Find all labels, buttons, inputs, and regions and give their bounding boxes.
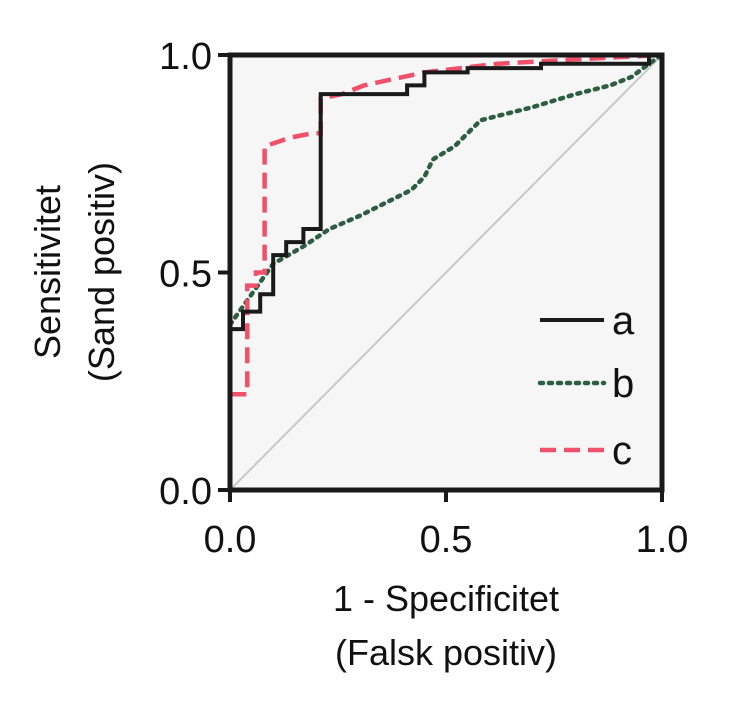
y-tick-label: 0.0 [159, 471, 212, 513]
y-tick-label: 0.5 [159, 254, 212, 296]
legend: abc [537, 299, 635, 473]
y-tick-label: 1.0 [159, 36, 212, 78]
x-tick-label: 1.0 [636, 519, 689, 561]
y-axis-label-line-1: Sensitivitet [27, 185, 68, 359]
legend-label-c: c [612, 429, 632, 473]
y-axis-label-line-2: (Sand positiv) [81, 162, 122, 382]
x-tick-label: 0.0 [204, 519, 257, 561]
x-axis-label-line-1: 1 - Specificitet [333, 578, 559, 619]
reference-diagonal-layer [229, 54, 663, 491]
legend-label-a: a [612, 299, 635, 343]
series-line-b [227, 52, 665, 327]
series-layer [227, 52, 665, 490]
x-axis-label-line-2: (Falsk positiv) [335, 632, 557, 673]
reference-diagonal-line [229, 54, 663, 491]
x-tick-label: 0.5 [420, 519, 473, 561]
series-line-a [228, 53, 662, 364]
ticks-layer: 0.0 0.5 1.0 0.0 0.5 1.0 [159, 36, 688, 561]
legend-label-b: b [612, 362, 634, 406]
